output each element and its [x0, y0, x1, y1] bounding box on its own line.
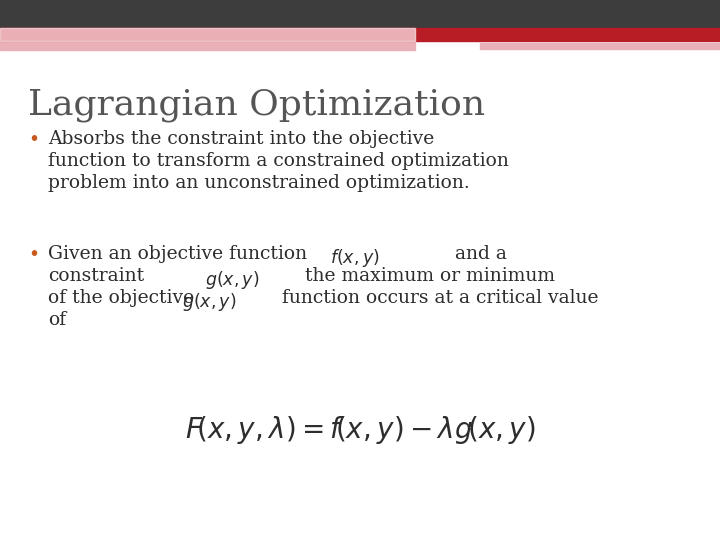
- Text: $g(x,y)$: $g(x,y)$: [205, 269, 259, 291]
- Text: Given an objective function: Given an objective function: [48, 245, 307, 263]
- Text: of the objective: of the objective: [48, 289, 194, 307]
- Bar: [0, 28, 415, 41]
- Text: problem into an unconstrained optimization.: problem into an unconstrained optimizati…: [48, 174, 469, 192]
- Text: function occurs at a critical value: function occurs at a critical value: [282, 289, 598, 307]
- Bar: [0, 0, 720, 28]
- Text: the maximum or minimum: the maximum or minimum: [305, 267, 555, 285]
- Text: constraint: constraint: [48, 267, 144, 285]
- Bar: [0, 41, 415, 50]
- Text: •: •: [28, 245, 39, 264]
- Text: of: of: [48, 311, 66, 329]
- Bar: [0, 28, 720, 41]
- Text: $f(x,y)$: $f(x,y)$: [330, 247, 379, 269]
- Text: Absorbs the constraint into the objective: Absorbs the constraint into the objectiv…: [48, 130, 434, 148]
- Text: $g(x,y)$: $g(x,y)$: [182, 291, 237, 313]
- Text: •: •: [28, 130, 39, 149]
- Text: $F\!\left(x,y,\lambda\right)=f\!\left(x,y\right)-\lambda g\!\left(x,y\right)$: $F\!\left(x,y,\lambda\right)=f\!\left(x,…: [184, 414, 536, 446]
- Text: function to transform a constrained optimization: function to transform a constrained opti…: [48, 152, 509, 170]
- Bar: [0, 28, 415, 41]
- Text: and a: and a: [455, 245, 507, 263]
- Bar: [480, 43, 720, 49]
- Text: Lagrangian Optimization: Lagrangian Optimization: [28, 88, 485, 122]
